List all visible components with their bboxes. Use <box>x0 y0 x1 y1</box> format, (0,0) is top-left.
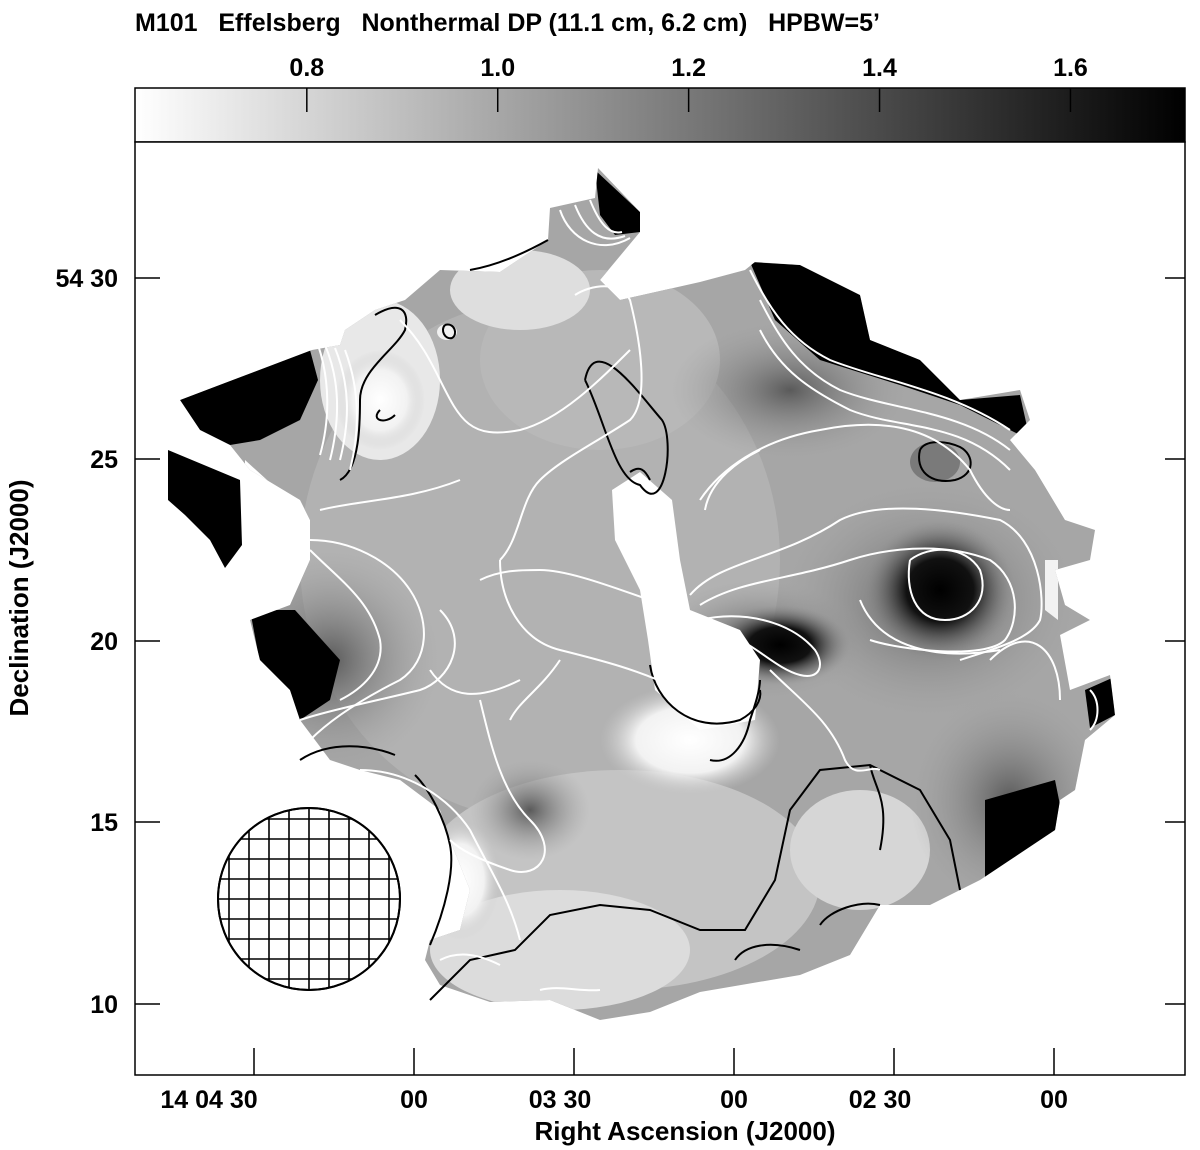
edge-patch <box>168 450 242 568</box>
contours <box>299 199 1099 1001</box>
y-tick-label: 15 <box>90 809 118 837</box>
y-axis-ticks: 54 30 25 20 15 10 <box>55 265 1185 1019</box>
colorbar-tick-label: 1.6 <box>1053 54 1088 82</box>
colorbar-tick-label: 1.0 <box>480 54 515 82</box>
colorbar-tick-label: 1.4 <box>862 54 897 82</box>
y-tick-label: 10 <box>90 991 118 1019</box>
map-panel: 14 04 30 00 03 30 00 02 30 00 54 30 25 20 15 10 <box>55 141 1186 1114</box>
contours-white <box>299 199 1099 992</box>
x-axis-ticks: 14 04 30 00 03 30 00 02 30 00 <box>160 1048 1068 1114</box>
y-tick-label: 25 <box>90 446 118 474</box>
y-axis-label: Declination (J2000) <box>4 480 34 717</box>
colorbar-gradient <box>134 87 1186 143</box>
colorbar: 0.8 1.0 1.2 1.4 1.6 <box>134 54 1186 160</box>
y-tick-label: 20 <box>90 628 118 656</box>
x-tick-label: 00 <box>400 1086 428 1114</box>
x-tick-label: 02 30 <box>849 1086 912 1114</box>
y-tick-label: 54 30 <box>55 265 118 293</box>
x-tick-label: 14 04 30 <box>160 1086 257 1114</box>
beam-indicator <box>217 807 401 991</box>
x-axis-label: Right Ascension (J2000) <box>534 1116 835 1146</box>
colorbar-ticks: 0.8 1.0 1.2 1.4 1.6 <box>249 54 1088 160</box>
chart-title: M101 Effelsberg Nonthermal DP (11.1 cm, … <box>135 9 880 37</box>
x-tick-label: 03 30 <box>529 1086 592 1114</box>
contours-black <box>299 239 972 1001</box>
x-tick-label: 00 <box>720 1086 748 1114</box>
x-tick-label: 00 <box>1040 1086 1068 1114</box>
colorbar-tick-label: 0.8 <box>289 54 324 82</box>
colorbar-tick-label: 1.2 <box>671 54 706 82</box>
